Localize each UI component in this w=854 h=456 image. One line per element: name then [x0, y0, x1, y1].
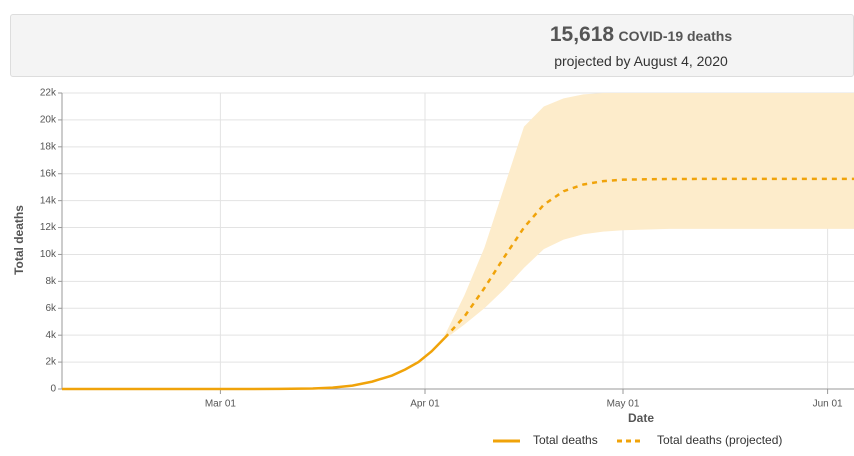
x-tick-label: May 01: [607, 399, 640, 410]
y-tick-label: 2k: [45, 357, 57, 368]
header: 15,618 COVID-19 deaths projected by Augu…: [10, 14, 854, 77]
x-tick-label: Apr 01: [410, 399, 440, 410]
x-tick-label: Mar 01: [205, 399, 237, 410]
headline-value: 15,618: [549, 23, 615, 46]
headline-subtitle: projected by August 4, 2020: [554, 53, 728, 69]
y-tick-label: 18k: [40, 141, 57, 152]
x-tick-label: Jun 01: [813, 399, 843, 410]
headline-label: COVID-19 deaths: [618, 28, 733, 44]
series-line: [443, 177, 854, 339]
series-line: [62, 336, 446, 391]
legend-label: Total deaths (projected): [657, 433, 782, 447]
y-tick-label: 8k: [45, 276, 57, 287]
legend-label: Total deaths: [533, 433, 598, 447]
y-tick-label: 0: [50, 384, 56, 395]
y-tick-label: 4k: [45, 330, 57, 341]
confidence-band: [444, 93, 854, 340]
x-axis-label: Date: [628, 411, 654, 425]
y-axis-label: Total deaths: [12, 205, 26, 275]
header-text: 15,618 COVID-19 deaths projected by Augu…: [441, 23, 841, 69]
y-tick-label: 10k: [40, 249, 57, 260]
y-tick-label: 14k: [40, 195, 57, 206]
y-tick-label: 16k: [40, 168, 57, 179]
y-tick-label: 22k: [40, 88, 57, 99]
y-tick-label: 6k: [45, 303, 57, 314]
y-tick-label: 20k: [40, 115, 57, 126]
y-tick-label: 12k: [40, 222, 57, 233]
